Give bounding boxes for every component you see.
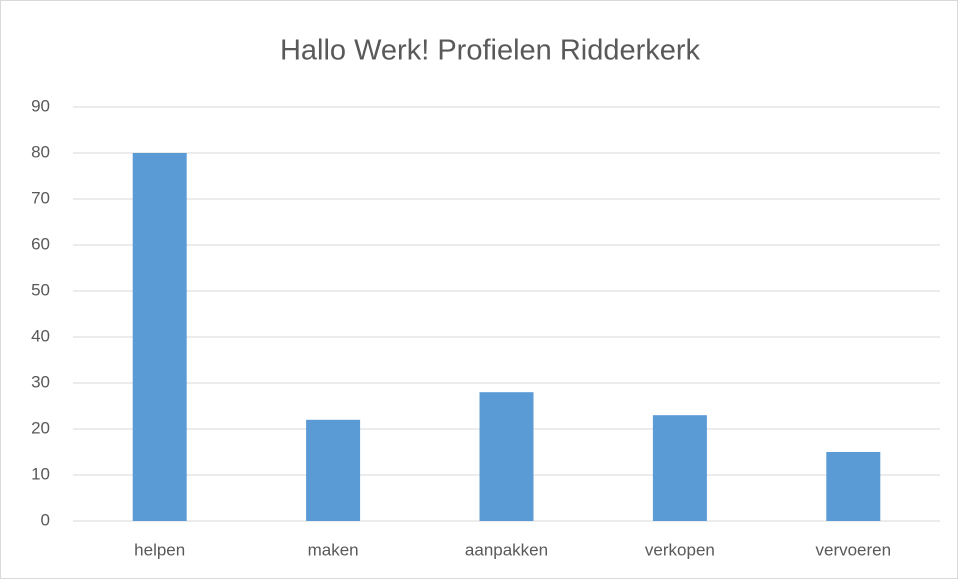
x-tick-label: verkopen: [645, 540, 715, 559]
y-tick-label: 10: [31, 464, 50, 483]
y-tick-label: 20: [31, 418, 50, 437]
y-tick-label: 30: [31, 372, 50, 391]
bar: [132, 153, 187, 521]
y-tick-label: 0: [41, 510, 50, 529]
x-tick-label: aanpakken: [465, 540, 548, 559]
x-tick-label: vervoeren: [815, 540, 891, 559]
bar: [479, 392, 534, 521]
y-tick-label: 50: [31, 280, 50, 299]
bar: [826, 452, 881, 521]
bar: [652, 415, 707, 521]
x-tick-label: maken: [308, 540, 359, 559]
bar: [306, 419, 361, 521]
y-tick-label: 80: [31, 142, 50, 161]
y-tick-label: 60: [31, 234, 50, 253]
x-tick-label: helpen: [134, 540, 185, 559]
y-tick-label: 40: [31, 326, 50, 345]
y-tick-label: 70: [31, 188, 50, 207]
chart-title: Hallo Werk! Profielen Ridderkerk: [280, 35, 701, 67]
y-tick-label: 90: [31, 96, 50, 115]
